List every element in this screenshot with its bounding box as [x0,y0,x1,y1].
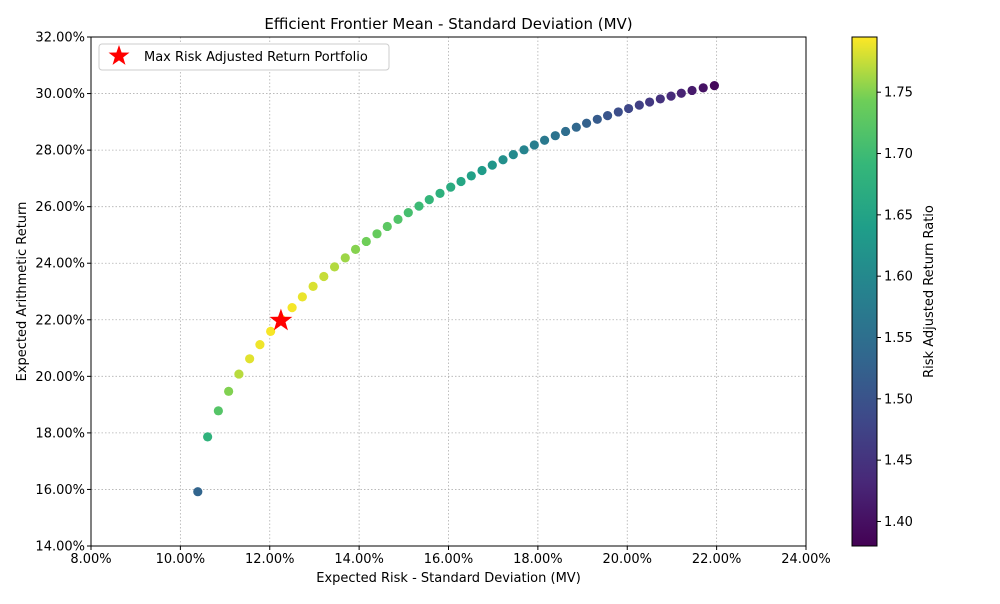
frontier-point [550,131,560,141]
legend: Max Risk Adjusted Return Portfolio [98,43,390,71]
x-tick-label: 22.00% [692,552,742,567]
frontier-point [602,111,613,121]
colorbar-label: Risk Adjusted Return Ratio [922,205,937,378]
legend-star-icon [108,45,130,65]
frontier-point [382,221,392,232]
colorbar-tick-label: 1.75 [884,86,913,101]
frontier-point [245,354,255,364]
frontier-point [193,487,203,497]
frontier-point [424,194,434,205]
frontier-point [687,85,697,96]
max-portfolio-marker [269,308,293,331]
frontier-point [634,100,644,110]
colorbar-tick-label: 1.40 [884,515,913,530]
y-tick-label: 24.00% [35,257,85,272]
colorbar-tick-label: 1.70 [884,147,913,162]
y-axis-label: Expected Arithmetic Return [15,202,30,382]
frontier-point [329,262,340,272]
frontier-point [446,182,456,192]
y-tick-label: 22.00% [35,313,85,328]
frontier-point [213,406,223,416]
max-portfolio-star [269,308,293,331]
colorbar-tick-label: 1.65 [884,208,913,223]
frontier-point [466,171,476,181]
frontier-point [529,140,539,150]
x-axis: 8.00% 10.00% 12.00% 14.00% 16.00% 18.00% 20.00… [70,546,831,567]
frontier-point [581,118,592,128]
y-tick-label: 28.00% [35,144,85,159]
frontier-point [487,160,497,170]
frontier-point [234,369,244,379]
x-tick-label: 20.00% [602,552,652,567]
frontier-point [698,83,708,93]
x-tick-label: 16.00% [424,552,474,567]
x-tick-label: 12.00% [245,552,295,567]
x-tick-label: 8.00% [70,552,111,567]
frontier-point [350,244,361,254]
x-tick-label: 24.00% [781,552,831,567]
colorbar: 1.40 1.45 1.50 1.55 1.60 1.65 1.70 1.75 Risk Ad… [851,36,937,547]
x-tick-label: 10.00% [156,552,206,567]
colorbar-ticks: 1.40 1.45 1.50 1.55 1.60 1.65 1.70 1.75 [877,86,913,530]
frontier-point [308,281,318,292]
frontier-point [414,201,424,211]
y-tick-label: 14.00% [35,540,85,555]
colorbar-tick-label: 1.55 [884,331,913,346]
frontier-point [372,229,382,239]
y-tick-label: 18.00% [35,426,85,441]
legend-label: Max Risk Adjusted Return Portfolio [144,50,368,65]
frontier-point [287,303,297,313]
frontier-point [203,432,213,442]
frontier-point [709,81,719,91]
frontier-point [498,155,508,165]
frontier-point [224,386,234,396]
frontier-point [613,107,623,117]
colorbar-tick-label: 1.50 [884,392,913,407]
frontier-point [361,236,371,247]
y-tick-label: 26.00% [35,200,85,215]
x-tick-label: 14.00% [334,552,384,567]
frontier-point [644,97,655,107]
colorbar-gradient [851,36,878,547]
legend-box [98,43,390,71]
frontier-point [571,122,581,132]
chart-title: Efficient Frontier Mean - Standard Devia… [264,15,632,33]
frontier-point [435,188,445,198]
y-axis: 14.00% 16.00% 18.00% 20.00% 22.00% 24.00% 26.0… [35,31,91,555]
frontier-point [297,292,307,302]
frontier-point [539,135,550,145]
x-axis-label: Expected Risk - Standard Deviation (MV) [316,571,581,586]
y-tick-label: 20.00% [35,370,85,385]
frontier-point [676,88,686,98]
frontier-point [623,103,634,114]
frontier-point [655,94,665,104]
frontier-point [340,253,350,263]
x-tick-label: 18.00% [513,552,563,567]
y-tick-label: 32.00% [35,31,85,46]
y-tick-label: 16.00% [35,483,85,498]
frontier-point [266,326,276,336]
frontier-point [592,114,602,124]
frontier-point [393,214,403,224]
frontier-point [508,150,518,160]
frontier-point [519,145,529,155]
frontier-points [193,81,719,497]
frontier-point [477,165,487,176]
frontier-point [255,340,265,350]
frontier-point [403,208,413,218]
frontier-point [456,176,466,187]
colorbar-tick-label: 1.45 [884,454,913,469]
frontier-point [666,91,676,101]
y-tick-label: 30.00% [35,87,85,102]
colorbar-tick-label: 1.60 [884,270,913,285]
plot-background [91,37,806,546]
frontier-point [319,271,329,282]
frontier-point [560,126,571,137]
